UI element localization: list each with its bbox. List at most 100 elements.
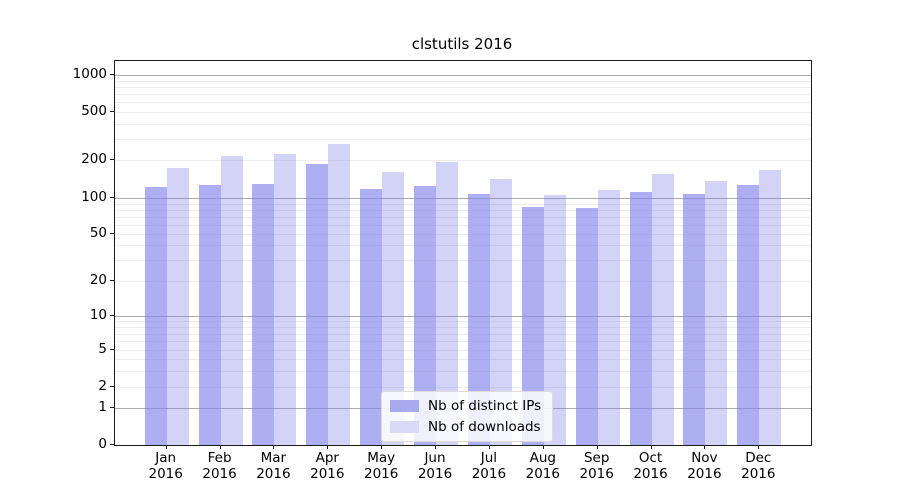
minor-gridline-300 bbox=[115, 138, 811, 140]
minor-gridline-70 bbox=[115, 216, 811, 218]
bar-downloads-dec bbox=[759, 170, 782, 445]
minor-gridline-3 bbox=[115, 370, 811, 372]
y-tick-mark-1 bbox=[110, 407, 114, 408]
x-tick-year: 2016 bbox=[525, 465, 560, 482]
bar-distinct-ips-oct bbox=[629, 191, 652, 445]
x-tick-month: Mar bbox=[260, 450, 287, 466]
x-tick-mark-jul bbox=[488, 445, 490, 449]
x-tick-month: Dec bbox=[745, 450, 772, 466]
bar-distinct-ips-jan bbox=[144, 187, 167, 445]
major-gridline-10 bbox=[115, 316, 811, 317]
y-tick-label-0: 0 bbox=[98, 436, 107, 452]
x-tick-label-may: May 2016 bbox=[351, 450, 411, 482]
y-tick-mark-10 bbox=[110, 315, 114, 316]
bar-distinct-ips-nov bbox=[683, 193, 706, 445]
x-tick-year: 2016 bbox=[310, 465, 345, 482]
y-tick-label-50: 50 bbox=[89, 225, 107, 241]
bar-distinct-ips-apr bbox=[306, 163, 329, 445]
x-tick-month: Nov bbox=[691, 450, 718, 466]
x-tick-label-aug: Aug 2016 bbox=[513, 450, 573, 482]
minor-gridline-700 bbox=[115, 94, 811, 95]
minor-gridline-600 bbox=[115, 102, 811, 104]
legend-label: Nb of distinct IPs bbox=[428, 398, 542, 414]
minor-gridline-4 bbox=[115, 359, 811, 360]
x-tick-label-dec: Dec 2016 bbox=[728, 450, 788, 482]
minor-gridline-2 bbox=[115, 387, 811, 388]
x-tick-label-oct: Oct 2016 bbox=[621, 450, 681, 482]
y-tick-label-5: 5 bbox=[98, 341, 107, 357]
major-gridline-100 bbox=[115, 198, 811, 199]
bar-distinct-ips-aug bbox=[521, 207, 544, 445]
x-tick-label-jun: Jun 2016 bbox=[405, 450, 465, 482]
minor-gridline-200 bbox=[115, 160, 811, 161]
y-tick-mark-1000 bbox=[110, 74, 114, 75]
legend-swatch-downloads bbox=[390, 421, 419, 433]
bar-downloads-jan bbox=[166, 167, 189, 445]
x-tick-month: Sep bbox=[583, 450, 610, 466]
x-tick-month: Jun bbox=[424, 450, 446, 466]
minor-gridline-800 bbox=[115, 86, 811, 88]
x-tick-mark-nov bbox=[704, 445, 706, 449]
y-tick-mark-2 bbox=[110, 386, 114, 387]
major-gridline-1000 bbox=[115, 75, 811, 76]
x-tick-mark-feb bbox=[219, 445, 221, 449]
x-tick-month: Aug bbox=[529, 450, 556, 466]
y-tick-label-500: 500 bbox=[81, 103, 107, 119]
x-tick-mark-sep bbox=[596, 445, 598, 449]
minor-gridline-6 bbox=[115, 341, 811, 343]
bar-distinct-ips-mar bbox=[252, 183, 275, 445]
minor-gridline-500 bbox=[115, 112, 811, 113]
x-tick-month: Jul bbox=[480, 450, 498, 466]
bar-downloads-aug bbox=[543, 194, 566, 445]
x-tick-year: 2016 bbox=[579, 465, 614, 482]
x-tick-year: 2016 bbox=[148, 465, 183, 482]
legend-item-distinct-ips: Nb of distinct IPs bbox=[390, 398, 541, 414]
x-tick-label-nov: Nov 2016 bbox=[674, 450, 734, 482]
legend-item-downloads: Nb of downloads bbox=[390, 419, 541, 435]
bar-distinct-ips-feb bbox=[198, 184, 221, 445]
x-tick-label-sep: Sep 2016 bbox=[567, 450, 627, 482]
x-tick-mark-may bbox=[381, 445, 383, 449]
minor-gridline-40 bbox=[115, 245, 811, 247]
x-tick-month: Feb bbox=[207, 450, 232, 466]
minor-gridline-400 bbox=[115, 123, 811, 125]
minor-gridline-9 bbox=[115, 321, 811, 323]
bar-downloads-feb bbox=[220, 156, 243, 445]
chart-title: clstutils 2016 bbox=[411, 35, 513, 53]
y-tick-label-1: 1 bbox=[98, 399, 107, 415]
x-tick-year: 2016 bbox=[417, 465, 453, 482]
x-tick-year: 2016 bbox=[741, 465, 776, 482]
y-tick-label-20: 20 bbox=[89, 272, 107, 288]
x-tick-year: 2016 bbox=[202, 465, 237, 482]
x-tick-year: 2016 bbox=[364, 465, 399, 482]
legend-swatch-distinct-ips bbox=[390, 400, 419, 412]
x-tick-mark-aug bbox=[542, 445, 544, 449]
y-tick-label-200: 200 bbox=[81, 151, 107, 167]
x-tick-label-apr: Apr 2016 bbox=[297, 450, 357, 482]
y-tick-label-10: 10 bbox=[89, 307, 107, 323]
x-tick-mark-mar bbox=[273, 445, 275, 449]
bar-downloads-jul bbox=[489, 179, 512, 445]
x-tick-month: Apr bbox=[315, 450, 339, 466]
x-tick-mark-jan bbox=[165, 445, 167, 449]
bar-distinct-ips-sep bbox=[575, 207, 598, 445]
legend: Nb of distinct IPs Nb of downloads bbox=[381, 391, 554, 442]
x-tick-year: 2016 bbox=[633, 465, 668, 482]
x-tick-label-jan: Jan 2016 bbox=[136, 450, 196, 482]
x-tick-label-feb: Feb 2016 bbox=[190, 450, 250, 482]
y-tick-label-2: 2 bbox=[98, 378, 107, 394]
bar-distinct-ips-jun bbox=[414, 185, 436, 445]
y-tick-mark-500 bbox=[110, 111, 114, 112]
y-tick-label-1000: 1000 bbox=[72, 66, 107, 82]
y-tick-label-100: 100 bbox=[81, 189, 107, 205]
bar-downloads-apr bbox=[328, 143, 351, 445]
minor-gridline-80 bbox=[115, 209, 811, 211]
plot-area: Nb of distinct IPs Nb of downloads bbox=[114, 60, 812, 446]
bar-distinct-ips-dec bbox=[737, 184, 760, 445]
minor-gridline-60 bbox=[115, 224, 811, 226]
x-tick-month: Oct bbox=[638, 450, 663, 466]
minor-gridline-900 bbox=[115, 80, 811, 82]
x-tick-label-mar: Mar 2016 bbox=[243, 450, 303, 482]
bar-distinct-ips-jul bbox=[467, 193, 490, 445]
